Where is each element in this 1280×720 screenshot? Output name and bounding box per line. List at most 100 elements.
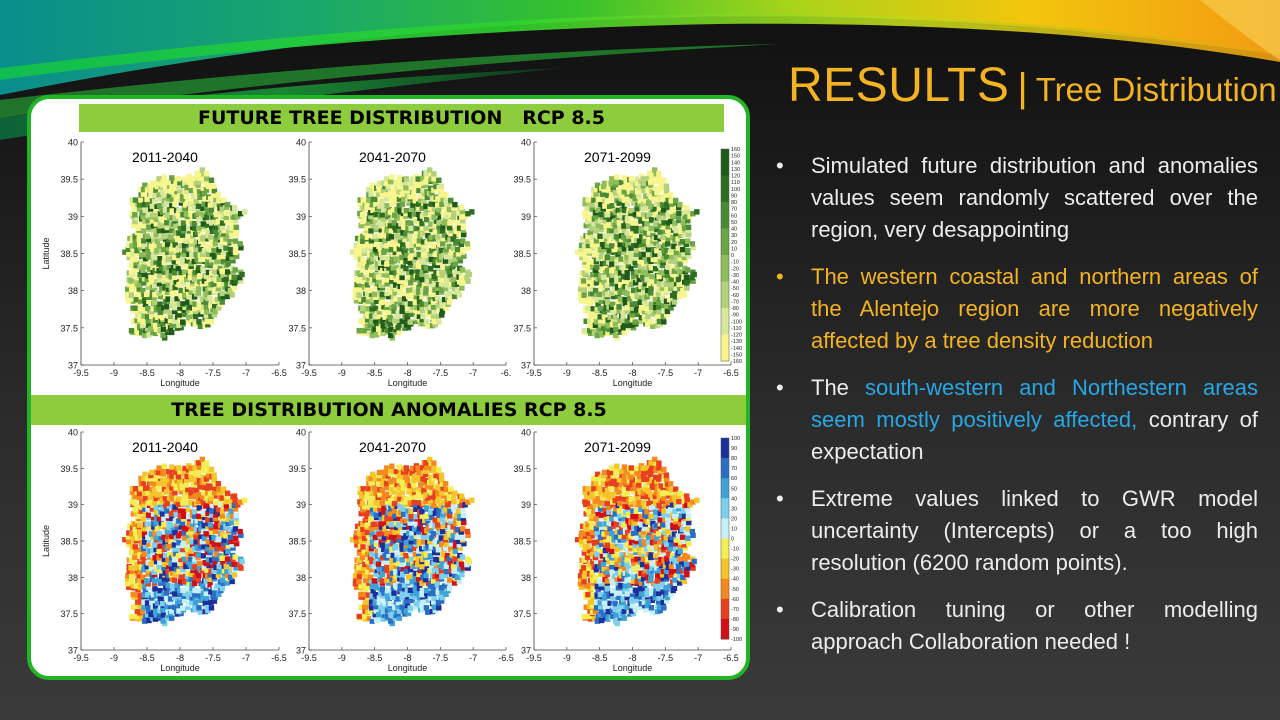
grid-cell [216,568,222,575]
grid-cell [645,313,651,320]
grid-cell [395,310,401,316]
grid-cell [664,308,671,315]
grid-cell [157,321,163,328]
grid-cell [165,246,172,252]
grid-cell [232,238,239,244]
grid-cell [613,515,620,522]
grid-cell [414,274,421,281]
grid-cell [208,319,215,325]
grid-cell [581,557,587,563]
grid-cell [589,522,596,528]
grid-cell [425,323,431,330]
grid-cell [465,210,471,217]
grid-cell [439,308,446,315]
grid-cell [593,578,600,584]
y-tick-label: 38.5 [513,537,531,547]
grid-cell [408,508,414,514]
grid-cell [621,533,628,540]
grid-cell [352,289,359,296]
grid-cell [396,485,403,491]
grid-cell [438,568,445,574]
grid-cell [169,583,176,589]
grid-cell [211,312,218,318]
grid-cell [388,227,395,234]
grid-cell [606,232,612,238]
grid-cell [585,256,591,263]
grid-cell [228,251,235,257]
grid-cell [617,604,623,610]
grid-cell [132,205,139,211]
grid-cell [684,285,690,291]
grid-cell [628,230,635,236]
grid-cell [374,265,381,272]
grid-cell [385,580,392,586]
grid-cell [399,561,405,568]
grid-cell [357,568,363,575]
grid-cell [202,484,208,491]
grid-cell [183,499,190,506]
grid-cell [376,187,382,193]
grid-cell [157,607,163,613]
grid-cell [464,528,471,535]
grid-cell [181,525,187,531]
grid-cell [456,498,463,505]
grid-cell [216,534,222,541]
grid-cell [685,247,691,254]
grid-cell [208,177,215,183]
grid-cell [666,296,673,303]
grid-cell [196,175,203,181]
grid-cell [360,530,367,536]
grid-cell [604,500,610,506]
grid-cell [140,287,146,294]
grid-cell [415,529,422,535]
grid-cell [672,272,678,278]
grid-cell [405,242,412,249]
grid-cell [171,270,178,276]
grid-cell [373,322,379,328]
grid-cell [145,506,151,512]
grid-cell [378,223,384,229]
grid-cell [419,305,425,312]
grid-cell [392,557,399,563]
grid-cell [413,293,420,300]
grid-cell [207,285,213,291]
grid-cell [189,585,195,592]
grid-cell [358,538,364,544]
grid-cell [145,318,151,324]
grid-cell [382,600,388,606]
grid-cell [419,205,425,211]
grid-cell [392,289,398,296]
grid-cell [148,243,155,250]
grid-cell [165,296,171,302]
grid-cell [150,305,157,312]
grid-cell [374,553,381,559]
grid-cell [178,269,184,276]
grid-cell [413,251,419,257]
grid-cell [160,497,166,504]
period-label: 2041-2070 [359,439,426,455]
grid-cell [396,491,403,497]
grid-cell [400,180,407,186]
grid-cell [138,486,144,492]
grid-cell [616,508,623,514]
grid-cell [430,531,437,537]
grid-cell [381,535,388,541]
grid-cell [415,490,422,496]
grid-cell [175,499,182,505]
grid-cell [613,612,619,618]
grid-cell [606,546,612,553]
grid-cell [663,298,670,304]
grid-cell [393,246,399,252]
grid-cell [138,220,144,226]
grid-cell [393,484,399,491]
grid-cell [658,183,664,190]
grid-cell [618,468,625,475]
grid-cell [397,583,403,589]
grid-cell [216,276,222,282]
grid-cell [157,587,163,594]
grid-cell [420,313,426,320]
grid-cell [419,276,425,283]
grid-cell [208,525,214,531]
grid-cell [608,191,615,198]
